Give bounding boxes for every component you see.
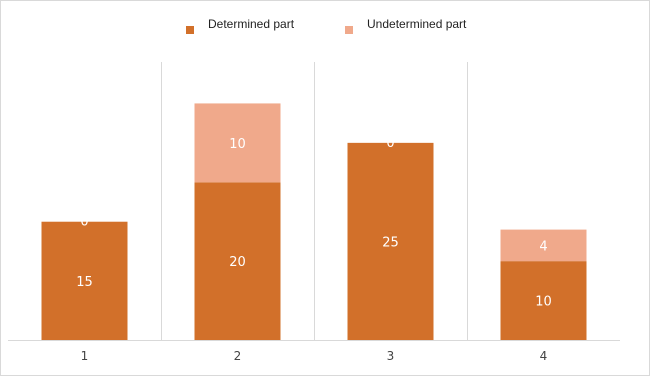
x-tick-label-2: 2 [234,349,242,363]
data-label-undetermined-1: 0 [80,215,88,230]
bar-undetermined-4 [500,229,587,262]
bar-undetermined-2 [194,103,281,183]
bar-determined-1 [41,221,128,340]
data-label-determined-3: 25 [382,235,399,250]
x-tick-label-1: 1 [81,349,89,363]
legend-label-determined: Determined part [208,17,295,31]
legend-swatch-undetermined [345,26,353,34]
legend-item-undetermined: Undetermined part [345,16,466,34]
data-label-undetermined-4: 4 [539,239,547,254]
data-label-undetermined-2: 10 [229,137,246,152]
bar-determined-2 [194,182,281,340]
x-tick-label-3: 3 [387,349,395,363]
data-label-undetermined-3: 0 [386,136,394,151]
data-label-determined-1: 15 [76,275,93,290]
legend-item-determined: Determined part [186,16,294,34]
x-tick-label-4: 4 [540,349,548,363]
bar-determined-3 [347,142,434,340]
data-label-determined-2: 20 [229,255,246,270]
legend-swatch-determined [186,26,194,34]
legend-label-undetermined: Undetermined part [367,17,467,31]
data-label-determined-4: 10 [535,295,552,310]
bar-determined-4 [500,261,587,340]
legend: Determined part Undetermined part [0,16,650,36]
